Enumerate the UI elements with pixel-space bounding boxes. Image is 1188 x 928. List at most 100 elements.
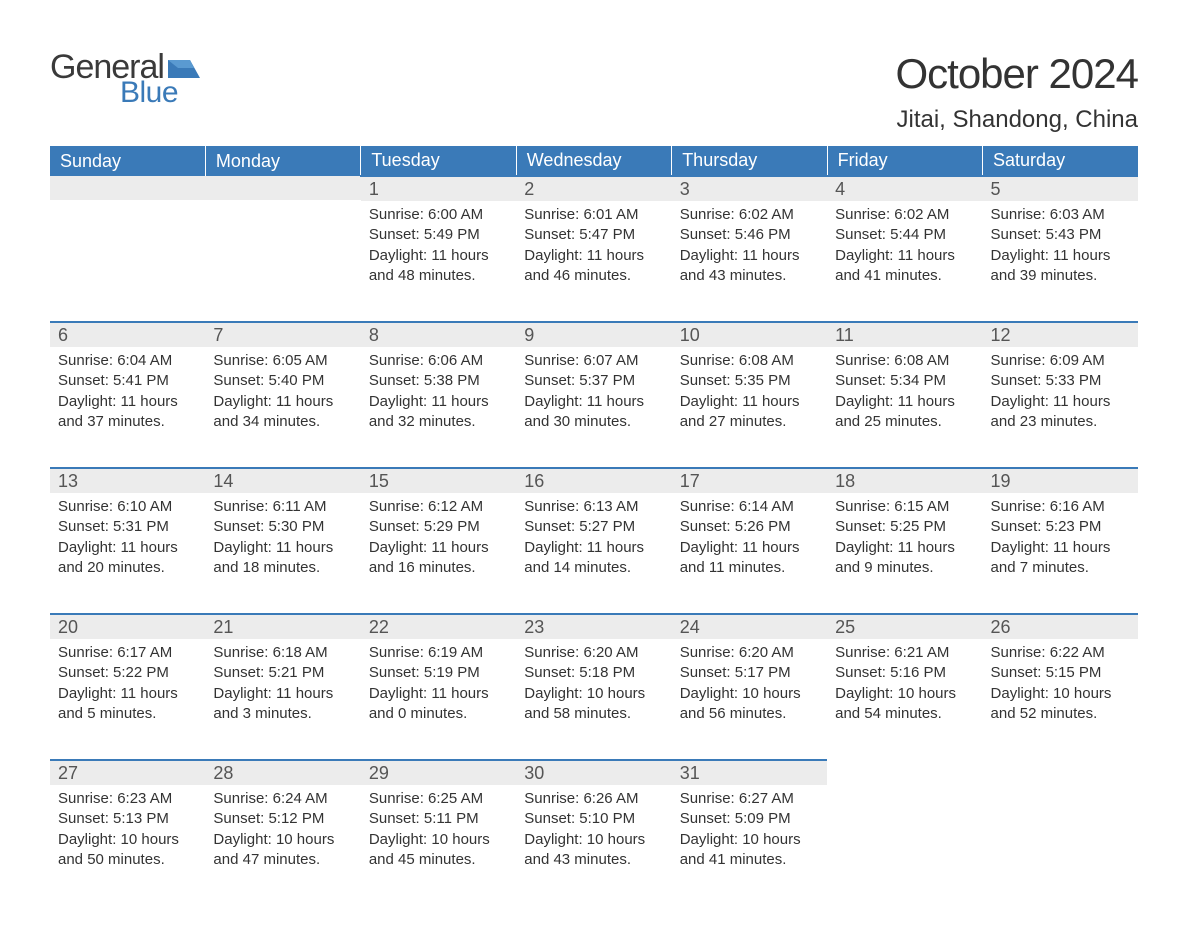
day-number: 14 (205, 469, 360, 493)
sunrise-line: Sunrise: 6:05 AM (213, 351, 352, 371)
day-details: Sunrise: 6:18 AMSunset: 5:21 PMDaylight:… (205, 639, 360, 732)
sunset-line: Sunset: 5:21 PM (213, 663, 352, 683)
day-number: 15 (361, 469, 516, 493)
weekday-header: Tuesday (361, 146, 516, 176)
calendar-day-cell: 2Sunrise: 6:01 AMSunset: 5:47 PMDaylight… (516, 176, 671, 304)
day-number: 7 (205, 323, 360, 347)
day-details: Sunrise: 6:01 AMSunset: 5:47 PMDaylight:… (516, 201, 671, 294)
sunrise-line: Sunrise: 6:12 AM (369, 497, 508, 517)
sunrise-line: Sunrise: 6:19 AM (369, 643, 508, 663)
day-number: 8 (361, 323, 516, 347)
daylight-line: Daylight: 10 hours and 41 minutes. (680, 830, 819, 871)
daylight-line: Daylight: 11 hours and 5 minutes. (58, 684, 197, 725)
calendar-day-cell (50, 176, 205, 304)
calendar-day-cell: 14Sunrise: 6:11 AMSunset: 5:30 PMDayligh… (205, 468, 360, 596)
sunset-line: Sunset: 5:11 PM (369, 809, 508, 829)
sunrise-line: Sunrise: 6:04 AM (58, 351, 197, 371)
daylight-line: Daylight: 11 hours and 16 minutes. (369, 538, 508, 579)
empty-day (50, 176, 205, 200)
calendar-day-cell: 26Sunrise: 6:22 AMSunset: 5:15 PMDayligh… (983, 614, 1138, 742)
sunset-line: Sunset: 5:22 PM (58, 663, 197, 683)
calendar-week: 27Sunrise: 6:23 AMSunset: 5:13 PMDayligh… (50, 760, 1138, 888)
sunset-line: Sunset: 5:12 PM (213, 809, 352, 829)
sunrise-line: Sunrise: 6:07 AM (524, 351, 663, 371)
day-details: Sunrise: 6:09 AMSunset: 5:33 PMDaylight:… (983, 347, 1138, 440)
calendar-day-cell: 24Sunrise: 6:20 AMSunset: 5:17 PMDayligh… (672, 614, 827, 742)
day-number: 12 (983, 323, 1138, 347)
daylight-line: Daylight: 10 hours and 43 minutes. (524, 830, 663, 871)
day-number: 6 (50, 323, 205, 347)
weekday-header: Monday (205, 146, 360, 176)
calendar-day-cell: 31Sunrise: 6:27 AMSunset: 5:09 PMDayligh… (672, 760, 827, 888)
sunrise-line: Sunrise: 6:21 AM (835, 643, 974, 663)
sunrise-line: Sunrise: 6:22 AM (991, 643, 1130, 663)
daylight-line: Daylight: 11 hours and 39 minutes. (991, 246, 1130, 287)
sunset-line: Sunset: 5:35 PM (680, 371, 819, 391)
daylight-line: Daylight: 11 hours and 32 minutes. (369, 392, 508, 433)
sunset-line: Sunset: 5:40 PM (213, 371, 352, 391)
day-number: 4 (827, 177, 982, 201)
logo-text-blue: Blue (120, 78, 200, 108)
day-details: Sunrise: 6:17 AMSunset: 5:22 PMDaylight:… (50, 639, 205, 732)
sunset-line: Sunset: 5:13 PM (58, 809, 197, 829)
calendar-day-cell: 28Sunrise: 6:24 AMSunset: 5:12 PMDayligh… (205, 760, 360, 888)
calendar-day-cell: 13Sunrise: 6:10 AMSunset: 5:31 PMDayligh… (50, 468, 205, 596)
calendar-day-cell: 1Sunrise: 6:00 AMSunset: 5:49 PMDaylight… (361, 176, 516, 304)
day-details: Sunrise: 6:26 AMSunset: 5:10 PMDaylight:… (516, 785, 671, 878)
day-number: 30 (516, 761, 671, 785)
sunrise-line: Sunrise: 6:27 AM (680, 789, 819, 809)
day-number: 20 (50, 615, 205, 639)
calendar-day-cell: 3Sunrise: 6:02 AMSunset: 5:46 PMDaylight… (672, 176, 827, 304)
sunset-line: Sunset: 5:41 PM (58, 371, 197, 391)
sunset-line: Sunset: 5:17 PM (680, 663, 819, 683)
sunset-line: Sunset: 5:33 PM (991, 371, 1130, 391)
daylight-line: Daylight: 11 hours and 48 minutes. (369, 246, 508, 287)
day-number: 29 (361, 761, 516, 785)
day-number: 27 (50, 761, 205, 785)
sunset-line: Sunset: 5:19 PM (369, 663, 508, 683)
sunset-line: Sunset: 5:30 PM (213, 517, 352, 537)
day-details: Sunrise: 6:23 AMSunset: 5:13 PMDaylight:… (50, 785, 205, 878)
week-spacer (50, 596, 1138, 614)
day-number: 25 (827, 615, 982, 639)
calendar-day-cell: 12Sunrise: 6:09 AMSunset: 5:33 PMDayligh… (983, 322, 1138, 450)
daylight-line: Daylight: 10 hours and 54 minutes. (835, 684, 974, 725)
sunrise-line: Sunrise: 6:18 AM (213, 643, 352, 663)
daylight-line: Daylight: 11 hours and 43 minutes. (680, 246, 819, 287)
day-number: 31 (672, 761, 827, 785)
daylight-line: Daylight: 11 hours and 23 minutes. (991, 392, 1130, 433)
page-title: October 2024 (895, 50, 1138, 98)
day-details: Sunrise: 6:00 AMSunset: 5:49 PMDaylight:… (361, 201, 516, 294)
daylight-line: Daylight: 11 hours and 18 minutes. (213, 538, 352, 579)
day-number: 19 (983, 469, 1138, 493)
calendar-day-cell: 10Sunrise: 6:08 AMSunset: 5:35 PMDayligh… (672, 322, 827, 450)
sunset-line: Sunset: 5:44 PM (835, 225, 974, 245)
day-number: 22 (361, 615, 516, 639)
weekday-header: Friday (827, 146, 982, 176)
logo: General Blue (50, 50, 200, 108)
sunset-line: Sunset: 5:10 PM (524, 809, 663, 829)
day-details: Sunrise: 6:16 AMSunset: 5:23 PMDaylight:… (983, 493, 1138, 586)
weekday-header-row: SundayMondayTuesdayWednesdayThursdayFrid… (50, 146, 1138, 176)
calendar-day-cell: 5Sunrise: 6:03 AMSunset: 5:43 PMDaylight… (983, 176, 1138, 304)
daylight-line: Daylight: 11 hours and 0 minutes. (369, 684, 508, 725)
weekday-header: Saturday (983, 146, 1138, 176)
daylight-line: Daylight: 10 hours and 47 minutes. (213, 830, 352, 871)
day-details: Sunrise: 6:21 AMSunset: 5:16 PMDaylight:… (827, 639, 982, 732)
daylight-line: Daylight: 11 hours and 25 minutes. (835, 392, 974, 433)
sunrise-line: Sunrise: 6:26 AM (524, 789, 663, 809)
week-spacer (50, 450, 1138, 468)
day-number: 23 (516, 615, 671, 639)
calendar-day-cell: 7Sunrise: 6:05 AMSunset: 5:40 PMDaylight… (205, 322, 360, 450)
daylight-line: Daylight: 11 hours and 3 minutes. (213, 684, 352, 725)
day-details: Sunrise: 6:22 AMSunset: 5:15 PMDaylight:… (983, 639, 1138, 732)
day-details: Sunrise: 6:14 AMSunset: 5:26 PMDaylight:… (672, 493, 827, 586)
daylight-line: Daylight: 10 hours and 56 minutes. (680, 684, 819, 725)
day-details: Sunrise: 6:15 AMSunset: 5:25 PMDaylight:… (827, 493, 982, 586)
daylight-line: Daylight: 10 hours and 45 minutes. (369, 830, 508, 871)
sunrise-line: Sunrise: 6:10 AM (58, 497, 197, 517)
daylight-line: Daylight: 11 hours and 7 minutes. (991, 538, 1130, 579)
sunrise-line: Sunrise: 6:02 AM (835, 205, 974, 225)
day-number: 5 (983, 177, 1138, 201)
sunrise-line: Sunrise: 6:06 AM (369, 351, 508, 371)
